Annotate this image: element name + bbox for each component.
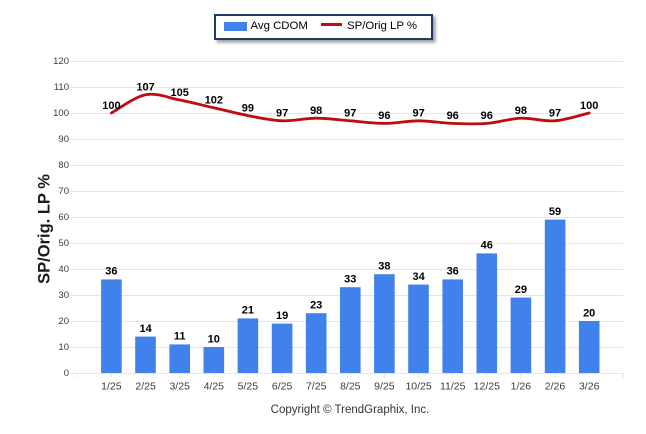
svg-text:9/25: 9/25 — [374, 381, 395, 393]
svg-text:Copyright © TrendGraphix, Inc.: Copyright © TrendGraphix, Inc. — [271, 404, 430, 416]
svg-text:70: 70 — [58, 186, 69, 197]
svg-text:59: 59 — [549, 206, 561, 218]
svg-text:36: 36 — [105, 266, 117, 278]
svg-text:23: 23 — [310, 300, 322, 312]
svg-text:12/25: 12/25 — [474, 381, 500, 393]
svg-text:100: 100 — [53, 108, 69, 119]
svg-text:34: 34 — [412, 271, 425, 283]
svg-text:3/26: 3/26 — [579, 381, 600, 393]
svg-text:96: 96 — [378, 110, 390, 122]
svg-text:19: 19 — [276, 310, 288, 322]
svg-text:46: 46 — [481, 240, 493, 252]
svg-text:2/26: 2/26 — [545, 381, 566, 393]
svg-text:99: 99 — [242, 102, 254, 114]
svg-text:14: 14 — [139, 323, 152, 335]
svg-text:4/25: 4/25 — [204, 381, 225, 393]
svg-text:20: 20 — [58, 316, 69, 327]
svg-text:7/25: 7/25 — [306, 381, 327, 393]
svg-text:40: 40 — [58, 264, 69, 275]
svg-text:5/25: 5/25 — [238, 381, 259, 393]
svg-text:SP/Orig. LP %: SP/Orig. LP % — [36, 174, 54, 284]
svg-text:96: 96 — [447, 110, 459, 122]
svg-text:50: 50 — [58, 238, 69, 249]
svg-text:120: 120 — [53, 56, 69, 67]
svg-text:10/25: 10/25 — [405, 381, 431, 393]
svg-text:29: 29 — [515, 284, 527, 296]
svg-text:60: 60 — [58, 212, 69, 223]
svg-text:1/25: 1/25 — [101, 381, 122, 393]
svg-text:10: 10 — [208, 333, 220, 345]
svg-text:98: 98 — [310, 105, 322, 117]
svg-text:100: 100 — [102, 100, 120, 112]
svg-text:100: 100 — [580, 100, 598, 112]
svg-text:97: 97 — [344, 108, 356, 120]
svg-text:36: 36 — [447, 266, 459, 278]
svg-text:97: 97 — [276, 108, 288, 120]
svg-text:105: 105 — [171, 87, 189, 99]
svg-text:30: 30 — [58, 290, 69, 301]
svg-text:110: 110 — [54, 82, 69, 93]
svg-text:0: 0 — [64, 368, 69, 379]
svg-text:102: 102 — [205, 95, 223, 107]
svg-text:11/25: 11/25 — [440, 381, 466, 393]
svg-text:10: 10 — [58, 342, 69, 353]
svg-text:21: 21 — [242, 305, 254, 317]
svg-text:1/26: 1/26 — [511, 381, 532, 393]
svg-text:2/25: 2/25 — [135, 381, 156, 393]
svg-text:8/25: 8/25 — [340, 381, 361, 393]
svg-text:97: 97 — [549, 108, 561, 120]
svg-text:3/25: 3/25 — [169, 381, 190, 393]
svg-text:11: 11 — [174, 331, 186, 343]
svg-text:98: 98 — [515, 105, 527, 117]
svg-text:33: 33 — [344, 274, 356, 286]
svg-text:20: 20 — [583, 307, 595, 319]
svg-text:96: 96 — [481, 110, 493, 122]
svg-text:80: 80 — [58, 160, 69, 171]
svg-text:38: 38 — [378, 261, 390, 273]
svg-text:90: 90 — [58, 134, 69, 145]
svg-text:6/25: 6/25 — [272, 381, 293, 393]
svg-text:107: 107 — [136, 82, 154, 94]
svg-text:97: 97 — [412, 108, 424, 120]
